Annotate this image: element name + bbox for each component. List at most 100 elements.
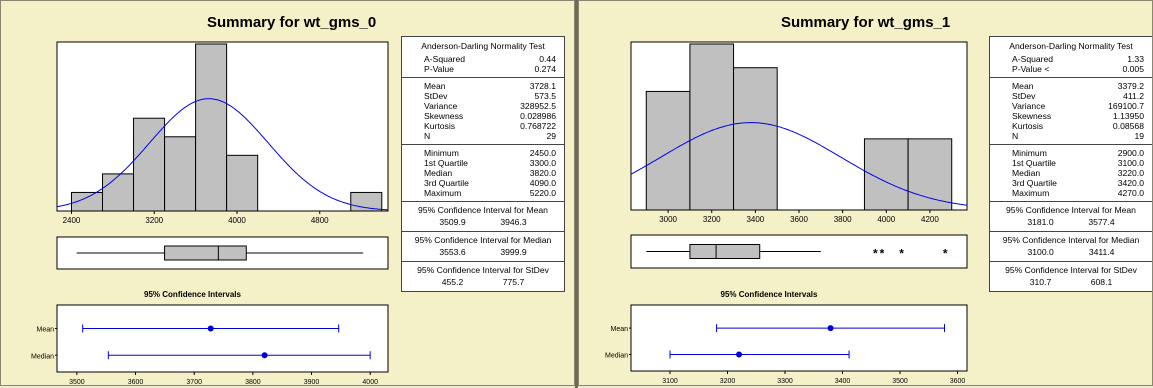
panel-title: Summary for wt_gms_1 [781,14,951,31]
stats-label: Variance [424,101,458,111]
stats-row: A-Squared 1.33 [996,54,1146,64]
stats-row: Kurtosis 0.768722 [408,121,558,131]
stats-label: Kurtosis [424,121,456,131]
ci-point-estimate [827,325,834,332]
stats-label: Median [1012,168,1041,178]
histogram-bar [689,43,735,211]
stats-row: Skewness 0.028986 [408,111,558,121]
stats-ci-low: 3100.0 [1027,247,1054,257]
stats-table-wt-gms-0: Anderson-Darling Normality Test A-Squared… [401,36,565,292]
stats-ci-low: 3509.9 [439,217,466,227]
stats-value: 3420.0 [1117,178,1144,188]
stats-ci-values: 3509.9 3946.3 [404,216,562,231]
stats-ci-label: 95% Confidence Interval for Mean [418,205,548,215]
stats-label: Mean [424,81,446,91]
stats-label: Maximum [424,188,462,198]
stats-label: Skewness [1012,111,1052,121]
stats-label: A-Squared [1012,54,1054,64]
stats-ci-low: 3553.6 [439,247,466,257]
stats-table-wt-gms-1: Anderson-Darling Normality Test A-Squared… [989,36,1152,292]
stats-ci-values: 3100.0 3411.4 [992,246,1150,261]
stats-ci-label: 95% Confidence Interval for StDev [1005,265,1137,275]
stats-ci-high: 775.7 [502,277,525,287]
stats-row: Maximum 5220.0 [408,188,558,198]
stats-value: 2450.0 [529,148,556,158]
ci-tick-label: 3500 [892,378,908,385]
stats-ci-section: 95% Confidence Interval for StDev 455.2 77… [402,261,564,291]
ci-tick-label: 3600 [128,379,144,386]
stats-ci-values: 3181.0 3577.4 [992,216,1150,231]
stats-ci-label: 95% Confidence Interval for Mean [1006,205,1136,215]
stats-row: Minimum 2900.0 [996,148,1146,158]
ci-tick-label: 3900 [304,379,320,386]
histogram-bar [226,154,259,212]
panel-divider [575,0,578,388]
summary-panel-wt-gms-1: Summary for wt_gms_1 3000 3200 3400 3600 380… [578,0,1153,386]
histogram-bar [733,67,778,211]
stats-ci-values: 455.2 775.7 [404,276,562,291]
stats-ci-label: 95% Confidence Interval for Median [414,235,552,245]
stats-row: N 19 [996,131,1146,141]
stats-row: StDev 411.2 [996,91,1146,101]
stats-ci-low: 3181.0 [1027,217,1054,227]
stats-ci-label: 95% Confidence Interval for StDev [417,265,549,275]
normal-curve [57,98,388,211]
stats-value: 1.13950 [1112,111,1144,121]
stats-label: Maximum [1012,188,1050,198]
stats-label: Minimum [424,148,459,158]
stats-row: Kurtosis 0.08568 [996,121,1146,131]
stats-ci-values: 310.7 608.1 [992,276,1150,291]
stats-label: 3rd Quartile [1012,178,1057,188]
stats-row: N 29 [408,131,558,141]
stats-value: 0.768722 [520,121,556,131]
stats-quantiles-section: Minimum 2450.0 1st Quartile 3300.0 Median 382… [402,144,564,201]
stats-row: Mean 3379.2 [996,81,1146,91]
stats-ci-high: 3999.9 [500,247,527,257]
stats-ci-high: 3946.3 [500,217,527,227]
ci-tick-label: 3800 [245,379,261,386]
stats-ci-high: 3577.4 [1088,217,1115,227]
stats-label: Mean [1012,81,1034,91]
stats-label: P-Value [424,64,454,74]
ci-tick-label: 4000 [362,379,378,386]
histogram-bar [195,43,228,212]
summary-panel-wt-gms-0: Summary for wt_gms_0 2400 3200 4000 4800 95%… [0,0,575,386]
stats-row: Minimum 2450.0 [408,148,558,158]
boxplot-outlier: * [943,247,948,261]
stats-ci-label: 95% Confidence Interval for Median [1002,235,1140,245]
ci-tick-label: 3400 [835,378,851,385]
stats-value: 411.2 [1123,91,1144,101]
ci-point-estimate [207,325,214,332]
stats-label: 3rd Quartile [424,178,469,188]
ci-tick-label: 3200 [720,378,736,385]
stats-ci-high: 3411.4 [1088,247,1115,257]
ci-plot-title: 95% Confidence Intervals [721,290,818,299]
stats-value: 2900.0 [1117,148,1144,158]
stats-value: 3220.0 [1117,168,1144,178]
summary-plots-wt-gms-0: 2400 3200 4000 4800 95% Confidence Intervals… [31,41,389,386]
ci-plot-title: 95% Confidence Intervals [144,290,241,299]
stats-value: 1.33 [1127,54,1144,64]
stats-row: P-Value < 0.005 [996,64,1146,74]
boxplot-outlier: * [880,247,885,261]
stats-value: 3728.1 [529,81,556,91]
stats-label: A-Squared [424,54,466,64]
stats-ci-section: 95% Confidence Interval for Median 3553.6… [402,231,564,261]
ci-point-estimate [261,352,268,359]
stats-row: A-Squared 0.44 [408,54,558,64]
stats-moments-section: Mean 3379.2 StDev 411.2 Variance 169100.7 Skew… [990,77,1152,144]
histogram-bar [133,117,166,212]
stats-value: 328952.5 [520,101,556,111]
stats-value: 0.005 [1122,64,1144,74]
stats-ci-high: 608.1 [1090,277,1113,287]
stats-row: Mean 3728.1 [408,81,558,91]
stats-value: 0.274 [534,64,556,74]
ci-row-label: Median [605,353,628,360]
stats-ci-values: 3553.6 3999.9 [404,246,562,261]
stats-normality-title: Anderson-Darling Normality Test [421,41,545,51]
stats-value: 3379.2 [1117,81,1144,91]
ci-frame [56,304,389,373]
stats-label: 1st Quartile [1012,158,1056,168]
histogram-tick-label: 4200 [921,215,939,224]
stats-value: 169100.7 [1108,101,1144,111]
